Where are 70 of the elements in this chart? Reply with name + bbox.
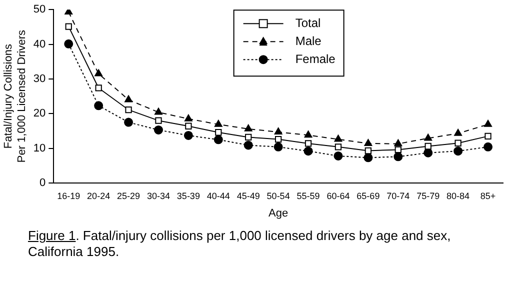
point [334, 134, 342, 142]
point [184, 114, 192, 122]
point [244, 140, 253, 150]
point [364, 138, 372, 146]
point [424, 142, 432, 150]
point [155, 117, 162, 124]
y-tick-label: 10 [33, 142, 46, 154]
point [124, 118, 134, 127]
caption: Figure 1. Fatal/injury collisions per 1,000 licensed drivers by age and sex, California 1995. [28, 228, 452, 260]
point [454, 140, 462, 146]
point [95, 84, 102, 92]
point [94, 101, 104, 110]
x-tick-label: 80-84 [446, 190, 470, 201]
point [484, 120, 492, 127]
point [394, 139, 402, 146]
point [304, 130, 312, 138]
point [214, 135, 223, 144]
point [364, 147, 372, 154]
point [245, 134, 252, 141]
x-tick-label: 75-79 [416, 190, 440, 201]
point [154, 108, 162, 115]
x-tick-label: 40-44 [206, 190, 230, 201]
point [454, 128, 462, 136]
point [274, 136, 282, 143]
point [184, 130, 193, 140]
x-axis-title: Age [268, 207, 288, 220]
y-tick-label: 30 [33, 72, 46, 85]
legend-label: Female [295, 52, 336, 66]
legend-label: Male [295, 34, 322, 48]
point [334, 151, 343, 160]
x-tick-label: 70-74 [386, 190, 410, 201]
x-tick-label: 60-64 [326, 190, 350, 201]
point [214, 120, 222, 127]
x-tick-label: 30-34 [146, 190, 170, 201]
y-tick-label: 0 [40, 177, 46, 190]
x-tick-label: 20-24 [87, 190, 110, 201]
point [484, 142, 493, 152]
x-tick-label: 16-19 [57, 190, 80, 201]
point [65, 23, 72, 30]
point [94, 69, 103, 76]
y-tick-label: 20 [33, 108, 46, 120]
point [334, 144, 342, 150]
x-tick-label: 45-49 [236, 190, 260, 201]
point [244, 124, 252, 132]
point [364, 153, 373, 162]
point [124, 95, 132, 102]
point [394, 146, 402, 154]
x-tick-label: 55-59 [296, 190, 320, 201]
point [185, 122, 192, 130]
point [274, 142, 283, 152]
point [424, 134, 432, 141]
point [274, 128, 282, 135]
y-tick-label: 50 [33, 4, 46, 16]
point [454, 146, 463, 156]
x-tick-label: 50-54 [266, 190, 290, 201]
legend-label: Total [295, 16, 321, 30]
point [64, 39, 74, 48]
x-tick-label: 85+ [480, 190, 496, 201]
point [154, 125, 163, 134]
point [484, 132, 492, 140]
x-tick-label: 65-69 [356, 190, 380, 201]
point [394, 152, 403, 162]
x-tick-label: 25-29 [117, 190, 140, 201]
y-tick-label: 40 [33, 38, 46, 50]
point [125, 106, 132, 114]
point [304, 146, 313, 156]
point [215, 129, 222, 136]
x-tick-label: 35-39 [176, 190, 200, 201]
y-axis-title: Fatal/Injury Collisions Per 1,000 Licensed Drivers [2, 29, 28, 163]
point [304, 140, 312, 147]
